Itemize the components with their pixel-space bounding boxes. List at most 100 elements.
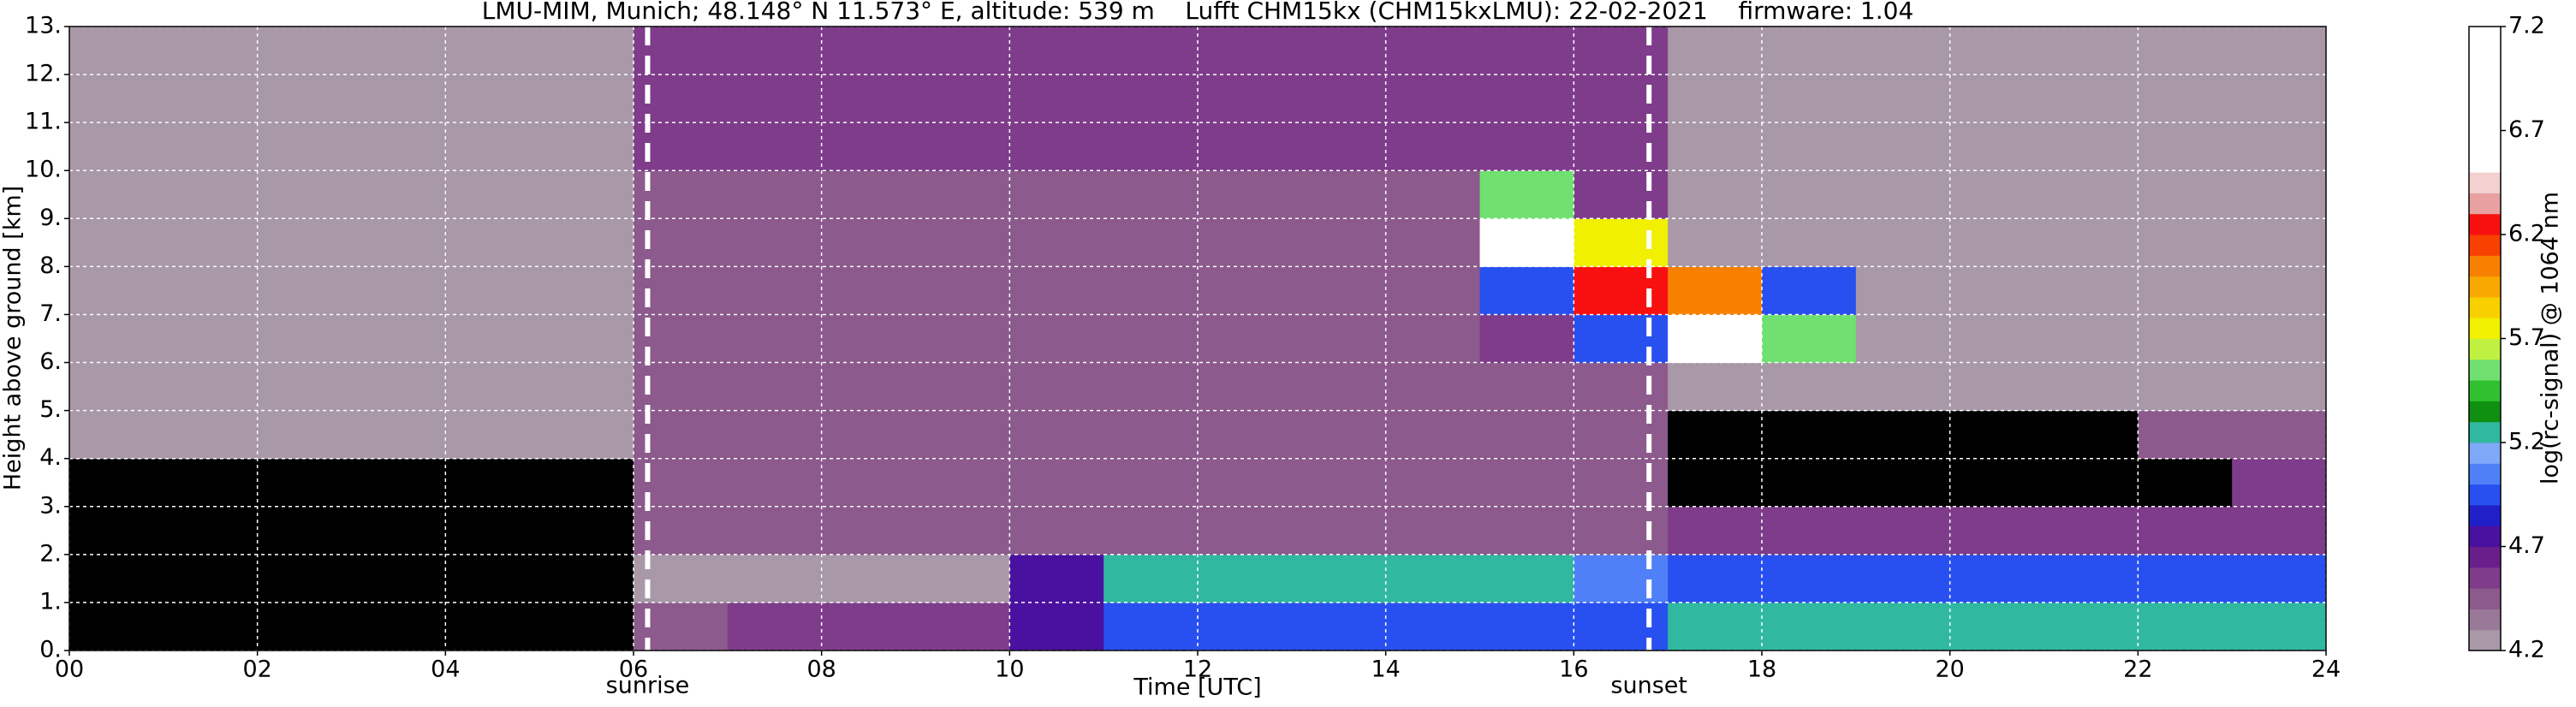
colorbar-swatch xyxy=(2469,88,2501,110)
x-tick-label: 14 xyxy=(1371,656,1400,683)
heat-cell xyxy=(163,410,259,460)
heat-cell xyxy=(915,362,1010,412)
heat-cell xyxy=(1668,218,1763,267)
heat-cell xyxy=(2232,266,2327,315)
heat-cell xyxy=(1949,410,2044,460)
heat-cell xyxy=(1574,410,1669,460)
heat-cell xyxy=(1574,362,1669,412)
heat-cell xyxy=(1009,458,1104,508)
heat-cell xyxy=(257,122,352,171)
colorbar-tick-label: 7.2 xyxy=(2508,13,2545,39)
heat-cell xyxy=(2044,554,2139,603)
heat-cell xyxy=(1385,506,1480,556)
heat-cell xyxy=(1291,170,1387,219)
colorbar-label: log(rc-signal) @ 1064 nm xyxy=(2537,192,2564,484)
heat-cell xyxy=(351,458,446,508)
heat-cell xyxy=(2138,506,2233,556)
heat-cell xyxy=(915,458,1010,508)
heat-cell xyxy=(1855,314,1951,364)
heat-cell xyxy=(257,27,352,75)
heat-cell xyxy=(1009,218,1104,267)
heat-cell xyxy=(2232,122,2327,171)
heat-cell xyxy=(257,506,352,556)
heat-cell xyxy=(2232,218,2327,267)
heat-cell xyxy=(1762,27,1857,75)
heat-cell xyxy=(257,74,352,123)
colorbar-swatch xyxy=(2469,110,2501,131)
heat-cell xyxy=(445,458,540,508)
colorbar-swatch xyxy=(2469,47,2501,69)
colorbar-swatch xyxy=(2469,629,2501,651)
y-tick-label: 6. xyxy=(39,348,62,375)
heat-cell xyxy=(915,74,1010,123)
heat-cell xyxy=(1762,266,1857,315)
heat-cell xyxy=(1198,410,1293,460)
heat-cell xyxy=(821,506,916,556)
colorbar-swatch xyxy=(2469,443,2501,464)
heat-cell xyxy=(821,602,916,651)
heat-cell xyxy=(1198,554,1293,603)
x-tick-label: 08 xyxy=(806,656,836,683)
heat-cell xyxy=(1385,410,1480,460)
heat-cell xyxy=(1855,362,1951,412)
heat-cell xyxy=(163,506,259,556)
heat-cell xyxy=(821,362,916,412)
heat-cell xyxy=(1009,170,1104,219)
heat-cell xyxy=(1104,554,1199,603)
heat-cell xyxy=(539,170,634,219)
heat-cell xyxy=(2138,602,2233,651)
heat-cell xyxy=(1104,314,1199,364)
y-tick-label: 8. xyxy=(39,253,62,279)
heat-cell xyxy=(1855,74,1951,123)
heat-cell xyxy=(1009,410,1104,460)
heat-cell xyxy=(69,170,164,219)
heat-cell xyxy=(1198,218,1293,267)
heat-cell xyxy=(727,362,823,412)
heat-cell xyxy=(2232,362,2327,412)
y-tick-label: 3. xyxy=(39,492,62,519)
heat-cell xyxy=(727,410,823,460)
heat-cell xyxy=(1855,122,1951,171)
heat-cell xyxy=(69,362,164,412)
heat-cell xyxy=(1949,362,2044,412)
heat-cell xyxy=(1479,27,1574,75)
heat-cell xyxy=(1104,362,1199,412)
heat-cell xyxy=(727,314,823,364)
heat-cell xyxy=(821,554,916,603)
heat-cell xyxy=(821,170,916,219)
y-tick-label: 1. xyxy=(39,588,62,615)
heat-cell xyxy=(2044,266,2139,315)
heat-cell xyxy=(1198,602,1293,651)
colorbar-swatch xyxy=(2469,359,2501,381)
y-tick-label: 10. xyxy=(25,157,62,183)
heat-cell xyxy=(2138,554,2233,603)
heat-cell xyxy=(2138,218,2233,267)
heat-cell xyxy=(1009,266,1104,315)
heat-cell xyxy=(539,27,634,75)
heat-cell xyxy=(1479,602,1574,651)
heat-cell xyxy=(1104,27,1199,75)
heat-cell xyxy=(1291,410,1387,460)
heat-cell xyxy=(69,27,164,75)
heat-cell xyxy=(727,74,823,123)
heat-cell xyxy=(821,458,916,508)
heat-cell xyxy=(69,410,164,460)
heat-cell xyxy=(539,410,634,460)
colorbar-swatch xyxy=(2469,27,2501,48)
heat-cell xyxy=(1385,122,1480,171)
heat-cell xyxy=(915,554,1010,603)
heat-cell xyxy=(1291,554,1387,603)
colorbar-swatch xyxy=(2469,172,2501,193)
colorbar-swatch xyxy=(2469,546,2501,568)
heat-cell xyxy=(445,27,540,75)
heat-cell xyxy=(163,554,259,603)
heat-cell xyxy=(1009,122,1104,171)
heat-cell xyxy=(1949,314,2044,364)
colorbar-swatch xyxy=(2469,463,2501,485)
heat-cell xyxy=(2138,170,2233,219)
heat-cell xyxy=(1855,554,1951,603)
heat-cell xyxy=(1668,410,1763,460)
heat-cell xyxy=(1198,122,1293,171)
chart-title: LMU-MIM, Munich; 48.148° N 11.573° E, al… xyxy=(482,0,1914,25)
